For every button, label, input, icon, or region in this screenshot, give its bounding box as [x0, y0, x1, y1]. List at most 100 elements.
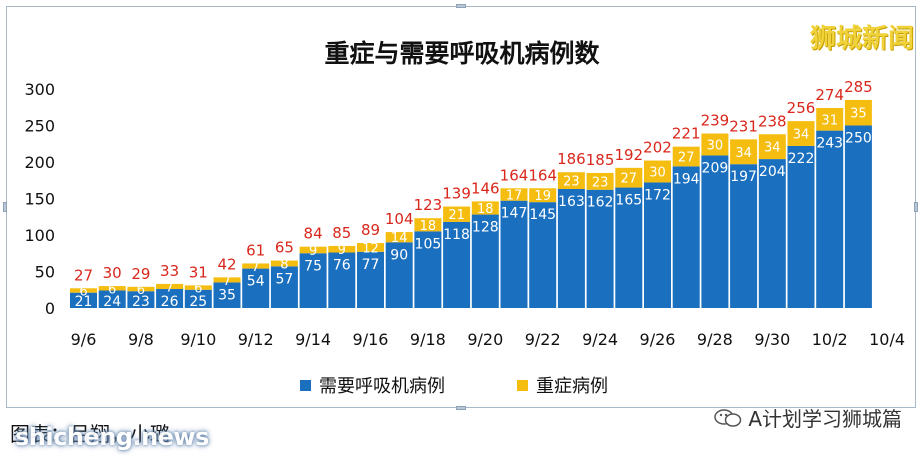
bar-severe [557, 172, 585, 190]
bar-ventilator [816, 130, 844, 308]
bar-severe [443, 206, 471, 222]
bar-severe [586, 172, 614, 190]
resize-handle-left[interactable] [3, 202, 7, 212]
data-label-severe: 7 [252, 260, 260, 275]
bar-severe [357, 243, 384, 252]
bar-severe [328, 245, 356, 253]
data-label-severe: 9 [338, 243, 346, 258]
data-label-ventilator: 128 [472, 220, 499, 236]
chart-title: 重症与需要呼吸机病例数 [324, 39, 600, 68]
data-label-ventilator: 25 [189, 294, 207, 310]
data-label-total: 104 [385, 210, 414, 228]
data-label-severe: 27 [678, 151, 695, 166]
bar-severe [70, 288, 97, 293]
data-label-severe: 14 [391, 231, 408, 246]
data-label-severe: 8 [280, 257, 288, 272]
bar-ventilator [758, 159, 786, 308]
data-label-total: 231 [729, 117, 758, 135]
wechat-label: A计划学习狮城篇 [748, 407, 902, 431]
bar-severe [701, 133, 729, 156]
data-label-total: 192 [614, 146, 643, 164]
bar-ventilator [242, 268, 270, 308]
x-tick-label: 9/8 [128, 330, 154, 349]
bar-ventilator [615, 187, 643, 308]
bar-ventilator [701, 155, 729, 308]
x-tick-label: 9/6 [71, 330, 97, 349]
bar-ventilator [385, 242, 413, 308]
bar-severe [471, 201, 499, 215]
data-label-total: 285 [844, 78, 873, 96]
data-label-ventilator: 54 [247, 274, 265, 290]
data-label-total: 146 [471, 179, 500, 197]
x-tick-label: 9/16 [353, 330, 389, 349]
data-label-severe: 6 [137, 283, 145, 298]
legend-label-severe: 重症病例 [536, 376, 608, 397]
x-tick-label: 9/14 [295, 330, 331, 349]
legend-swatch-ventilator [300, 379, 311, 391]
data-label-ventilator: 162 [587, 195, 614, 211]
resize-handle-right[interactable] [914, 202, 918, 212]
x-tick-label: 9/24 [582, 330, 618, 349]
data-label-ventilator: 77 [362, 257, 380, 273]
data-label-ventilator: 76 [333, 258, 351, 274]
wechat-attribution: A计划学习狮城篇 [714, 403, 902, 432]
x-tick-label: 9/30 [754, 330, 790, 349]
bar-severe [672, 146, 700, 167]
data-label-total: 42 [217, 255, 236, 273]
bar-ventilator [557, 189, 585, 308]
bar-severe [299, 246, 327, 254]
data-label-severe: 6 [194, 282, 202, 297]
bar-ventilator [156, 289, 184, 308]
bar-severe [787, 121, 815, 146]
legend-swatch-severe [517, 379, 528, 391]
url-watermark: shicheng.news [15, 423, 209, 451]
y-tick-label: 100 [24, 226, 55, 245]
data-label-ventilator: 147 [501, 206, 528, 222]
data-label-severe: 19 [534, 189, 551, 204]
x-tick-label: 9/10 [180, 330, 216, 349]
bar-ventilator [787, 145, 815, 308]
x-tick-label: 10/2 [812, 330, 848, 349]
legend-label-ventilator: 需要呼吸机病例 [319, 376, 445, 397]
data-label-total: 89 [361, 221, 380, 239]
watermark-logo-text: 狮城新闻 [809, 24, 914, 54]
data-label-ventilator: 222 [788, 151, 815, 167]
resize-handle-top[interactable] [456, 4, 466, 8]
bar-severe [127, 286, 155, 292]
data-label-total: 123 [414, 196, 443, 214]
data-label-ventilator: 197 [730, 169, 757, 185]
y-tick-label: 250 [24, 117, 55, 136]
bar-ventilator [328, 252, 356, 308]
bar-severe [213, 277, 241, 283]
data-label-ventilator: 57 [275, 271, 293, 287]
data-label-ventilator: 165 [615, 193, 642, 209]
data-label-ventilator: 209 [702, 160, 729, 176]
data-label-ventilator: 163 [558, 194, 585, 210]
x-tick-label: 10/4 [869, 330, 905, 349]
data-label-total: 239 [701, 112, 730, 130]
bar-severe [184, 285, 212, 290]
bar-severe [156, 283, 184, 290]
data-label-total: 274 [815, 86, 844, 104]
data-label-ventilator: 90 [390, 247, 408, 263]
bar-ventilator [270, 266, 298, 308]
data-label-ventilator: 26 [161, 294, 179, 310]
data-label-severe: 23 [563, 175, 580, 190]
data-label-total: 65 [275, 239, 294, 257]
x-tick-label: 9/12 [238, 330, 274, 349]
resize-handle-bottom[interactable] [456, 406, 466, 410]
data-label-ventilator: 145 [529, 207, 556, 223]
data-label-ventilator: 21 [75, 294, 93, 310]
bar-severe [529, 188, 557, 203]
bar-severe [414, 218, 442, 232]
bar-ventilator [70, 292, 97, 308]
data-label-severe: 12 [362, 241, 379, 256]
x-tick-label: 9/18 [410, 330, 446, 349]
data-label-severe: 7 [223, 274, 231, 289]
data-label-ventilator: 204 [759, 164, 786, 180]
bar-severe [270, 260, 298, 267]
bar-ventilator [414, 231, 442, 308]
data-label-severe: 27 [621, 172, 638, 187]
bar-ventilator [730, 164, 758, 308]
y-tick-label: 150 [24, 190, 55, 209]
